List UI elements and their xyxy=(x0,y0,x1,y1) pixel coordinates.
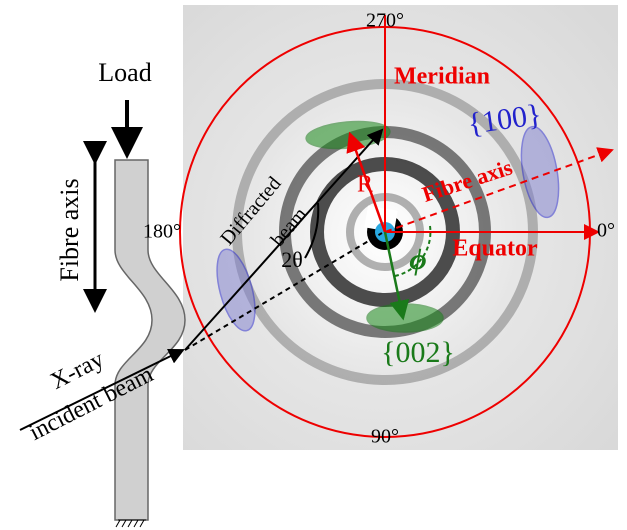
label: R xyxy=(357,172,373,198)
sample xyxy=(115,160,185,527)
label: {002} xyxy=(381,336,455,369)
label: ϕ xyxy=(409,243,426,276)
label: 270° xyxy=(366,10,404,32)
label: Meridian xyxy=(394,64,490,90)
reflection-002 xyxy=(367,304,443,332)
label: 90° xyxy=(371,426,399,448)
label: Equator xyxy=(452,236,538,262)
label: 2θ xyxy=(281,247,303,272)
diagram: Load Fibre axis X-ray incident beam Diff… xyxy=(0,0,627,530)
label: 0° xyxy=(597,220,615,242)
label: 180° xyxy=(143,221,181,243)
label: Load xyxy=(98,58,151,87)
label: Fibre axis xyxy=(55,178,84,281)
